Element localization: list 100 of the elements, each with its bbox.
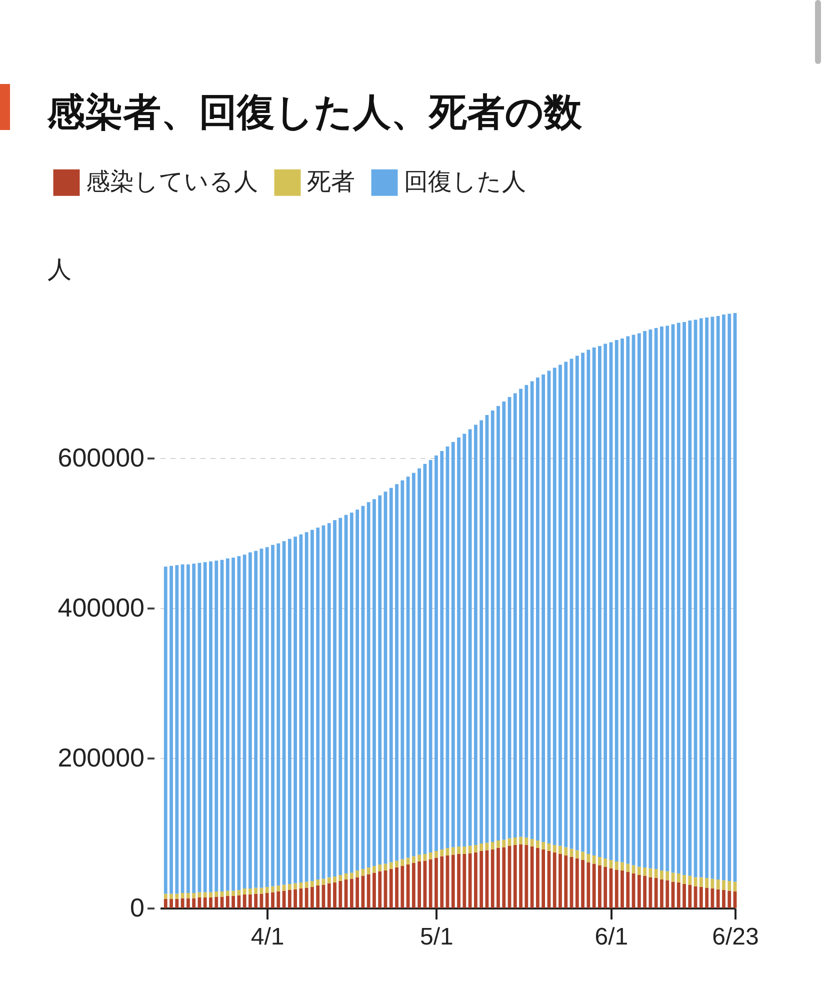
bar xyxy=(632,865,636,874)
bar xyxy=(457,438,460,846)
bar xyxy=(338,880,342,908)
bar xyxy=(575,850,579,858)
legend-label: 感染している人 xyxy=(86,168,258,196)
bar xyxy=(440,849,444,856)
bar xyxy=(620,870,624,908)
bar xyxy=(530,838,534,846)
bar xyxy=(372,499,376,866)
y-tick-label: 200000 xyxy=(58,742,144,772)
bar xyxy=(480,850,484,908)
bar xyxy=(242,888,246,894)
bar xyxy=(536,378,540,840)
bar xyxy=(175,894,179,899)
bar xyxy=(418,468,422,855)
bar xyxy=(378,495,382,864)
bar xyxy=(474,424,478,845)
bar xyxy=(542,374,546,842)
bar xyxy=(164,566,168,894)
bar xyxy=(428,852,432,860)
bar xyxy=(542,849,546,908)
bar xyxy=(586,854,590,862)
bar xyxy=(626,336,630,864)
bar xyxy=(728,890,732,908)
y-tick-label: 0 xyxy=(130,892,144,922)
bar xyxy=(688,876,692,885)
bar xyxy=(598,865,602,908)
bar xyxy=(389,488,393,862)
bar xyxy=(620,862,624,870)
bar xyxy=(356,510,360,870)
bar xyxy=(276,885,280,892)
bar xyxy=(180,898,184,908)
bar xyxy=(418,861,422,908)
bar xyxy=(592,348,596,856)
bar xyxy=(581,860,584,908)
bar xyxy=(232,558,235,891)
bar xyxy=(378,864,382,872)
bar xyxy=(333,876,336,882)
bar xyxy=(490,849,494,908)
bar xyxy=(214,896,218,908)
bar xyxy=(412,856,416,863)
bar xyxy=(395,860,398,868)
bar xyxy=(242,894,246,908)
bar xyxy=(170,566,173,894)
bar xyxy=(186,564,190,893)
legend-label: 死者 xyxy=(307,168,355,196)
y-tick-label: 400000 xyxy=(58,592,144,622)
bar xyxy=(666,871,670,880)
x-tick-label: 6/1 xyxy=(594,924,628,950)
bar xyxy=(722,314,726,880)
bar xyxy=(637,874,641,908)
bar xyxy=(237,895,241,908)
bar xyxy=(226,558,230,891)
bar xyxy=(536,840,540,848)
bar xyxy=(304,882,308,888)
bar xyxy=(164,894,168,899)
bar xyxy=(164,898,168,908)
bar xyxy=(666,880,670,908)
bar xyxy=(288,538,292,884)
bar xyxy=(356,877,360,908)
bar xyxy=(480,420,484,844)
bar xyxy=(170,898,173,908)
bar xyxy=(186,898,190,908)
bar xyxy=(440,451,444,850)
bar xyxy=(400,859,404,866)
bar xyxy=(620,338,624,862)
bar xyxy=(558,854,562,908)
bar xyxy=(434,456,438,851)
bar xyxy=(682,874,686,884)
bar xyxy=(372,872,376,908)
bar xyxy=(299,888,303,908)
bar xyxy=(643,876,647,908)
bar xyxy=(232,896,235,908)
bar xyxy=(676,873,680,882)
bar xyxy=(170,894,173,899)
bar xyxy=(186,892,190,898)
bar xyxy=(575,356,579,850)
bar xyxy=(552,844,556,852)
bar xyxy=(428,859,432,908)
bar xyxy=(513,844,517,908)
bar xyxy=(558,364,562,846)
bar xyxy=(451,854,455,908)
bar xyxy=(654,868,658,878)
bar xyxy=(412,862,416,908)
bar xyxy=(254,550,258,888)
bar xyxy=(220,896,224,908)
bar xyxy=(502,840,506,848)
bar xyxy=(209,897,212,908)
bar xyxy=(457,846,460,854)
bar xyxy=(552,852,556,908)
bar xyxy=(395,867,398,908)
bar xyxy=(604,866,608,908)
x-tick-label: 5/1 xyxy=(420,924,454,950)
bar xyxy=(462,846,466,854)
bar xyxy=(288,890,292,908)
bar xyxy=(564,855,568,908)
bar xyxy=(688,320,692,876)
bar xyxy=(581,352,584,852)
bar xyxy=(226,896,230,908)
bar xyxy=(637,866,641,875)
